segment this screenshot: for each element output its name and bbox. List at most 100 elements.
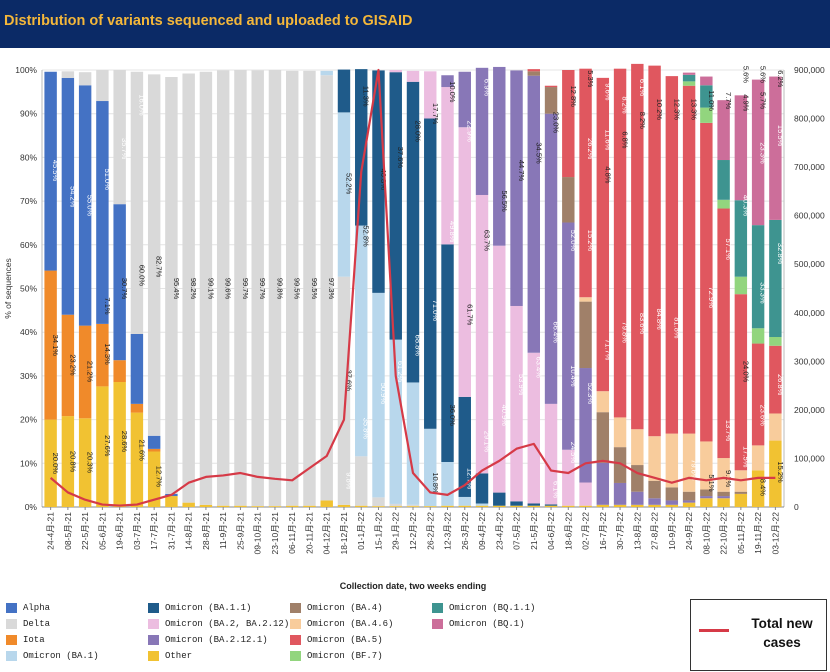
bar-segment <box>182 73 195 503</box>
bar-segment <box>337 504 351 507</box>
bar-data-label: 54.2% <box>68 186 77 208</box>
y-tick-label: 100% <box>15 65 37 75</box>
bar-segment <box>234 505 247 507</box>
bar-segment <box>320 500 333 507</box>
legend-label: Iota <box>23 635 45 645</box>
bar-data-label: 99.8% <box>275 278 284 300</box>
bar-segment <box>544 87 558 114</box>
bar-segment <box>268 70 282 507</box>
bar-segment <box>441 87 454 245</box>
bar-data-label: 52.8% <box>362 225 371 247</box>
legend-label: Omicron (BA.1.1) <box>165 603 252 613</box>
bar-segment <box>216 70 230 506</box>
bar-segment <box>665 487 679 501</box>
bar-segment <box>579 297 592 302</box>
bar-data-label: 61.2% <box>396 361 405 383</box>
bar-data-label: 26.2% <box>586 138 595 160</box>
bar-segment <box>493 66 506 246</box>
bar-data-label: 23.0% <box>552 112 561 134</box>
bar-segment <box>613 447 627 483</box>
bar-segment <box>216 505 230 507</box>
bar-segment <box>441 75 454 88</box>
bar-segment <box>251 506 264 507</box>
x-tick-label: 29-1月-22 <box>391 512 401 550</box>
x-tick-label: 30-7月-22 <box>615 512 625 550</box>
bar-data-label: 6.2% <box>776 70 785 87</box>
legend-swatch <box>6 619 17 629</box>
bar-data-label: 13.3% <box>690 99 699 121</box>
legend-swatch <box>148 603 159 613</box>
x-tick-label: 02-7月-22 <box>581 512 591 550</box>
x-tick-label: 23-4月-22 <box>494 512 504 550</box>
bar-segment <box>285 505 299 507</box>
bar-segment <box>717 100 730 161</box>
bar-segment <box>562 177 575 223</box>
y-tick-label: 30% <box>20 371 37 381</box>
total-cases-line <box>49 68 776 507</box>
y-tick-label: 0% <box>25 502 38 512</box>
legend-swatch <box>290 651 301 661</box>
bar-segment <box>527 71 541 76</box>
y-tick-label: 80% <box>20 152 37 162</box>
bar-segment <box>147 448 161 452</box>
bar-data-label: 26.8% <box>776 374 785 396</box>
bar-segment <box>631 429 644 466</box>
x-tick-label: 22-5月-21 <box>80 512 90 550</box>
bar-data-label: 52.2% <box>344 173 353 195</box>
bar-segment <box>372 497 385 507</box>
bar-data-label: 23.6% <box>759 405 768 427</box>
bar-data-label: 98.2% <box>189 278 198 300</box>
bar-data-label: 5.7% <box>759 92 768 109</box>
bar-data-label: 55.0% <box>86 195 95 217</box>
bar-segment <box>682 500 696 503</box>
bar-segment <box>303 70 316 506</box>
legend-item: Omicron (BA.1.1) <box>148 603 251 613</box>
bar-segment <box>78 72 92 86</box>
bar-segment <box>544 403 558 505</box>
bar-segment <box>78 325 92 419</box>
bar-segment <box>596 391 610 413</box>
bar-segment <box>544 85 558 88</box>
legend-item: Omicron (BA.4.6) <box>290 619 393 629</box>
bar-data-label: 12.7% <box>465 468 474 490</box>
bar-segment <box>78 418 92 507</box>
bar-segment <box>717 199 730 209</box>
bar-segment <box>596 77 610 392</box>
legend-label: Omicron (BA.1) <box>23 651 99 661</box>
bar-segment <box>113 204 126 361</box>
x-tick-label: 06-11月-21 <box>287 512 297 554</box>
bar-segment <box>475 67 489 195</box>
x-tick-label: 17-7月-21 <box>149 512 159 550</box>
bar-segment <box>631 63 644 430</box>
y-tick-label: 20% <box>20 415 37 425</box>
bar-segment <box>665 500 679 505</box>
bar-data-label: 52.0% <box>569 230 578 252</box>
bar-segment <box>96 386 109 507</box>
bar-data-label: 30.7% <box>120 278 129 300</box>
bar-data-label: 99.6% <box>224 278 233 300</box>
bar-segment <box>372 506 385 507</box>
bar-segment <box>682 433 696 492</box>
bar-segment <box>424 118 437 429</box>
bar-data-label: 21.2% <box>86 361 95 383</box>
bar-data-label: 14.3% <box>103 343 112 365</box>
bar-segment <box>320 75 333 501</box>
bar-data-label: 34.5% <box>534 142 543 164</box>
bar-segment <box>285 70 299 506</box>
bar-data-label: 95.4% <box>172 278 181 300</box>
y2-tick-label: 500,000 <box>794 259 825 269</box>
bar-segment <box>458 71 471 128</box>
bar-segment <box>113 70 126 205</box>
bar-segment <box>769 345 782 414</box>
bar-segment <box>527 503 541 506</box>
bar-data-label: 66.4% <box>552 322 561 344</box>
bar-segment <box>475 503 489 506</box>
y2-tick-label: 400,000 <box>794 308 825 318</box>
bar-segment <box>665 433 679 488</box>
y-tick-label: 40% <box>20 327 37 337</box>
x-tick-label: 16-7月-22 <box>598 512 608 550</box>
x-tick-label: 13-8月-22 <box>632 512 642 550</box>
bar-segment <box>700 122 713 442</box>
x-tick-label: 04-12月-21 <box>322 512 332 555</box>
bar-data-label: 8.2% <box>638 112 647 129</box>
